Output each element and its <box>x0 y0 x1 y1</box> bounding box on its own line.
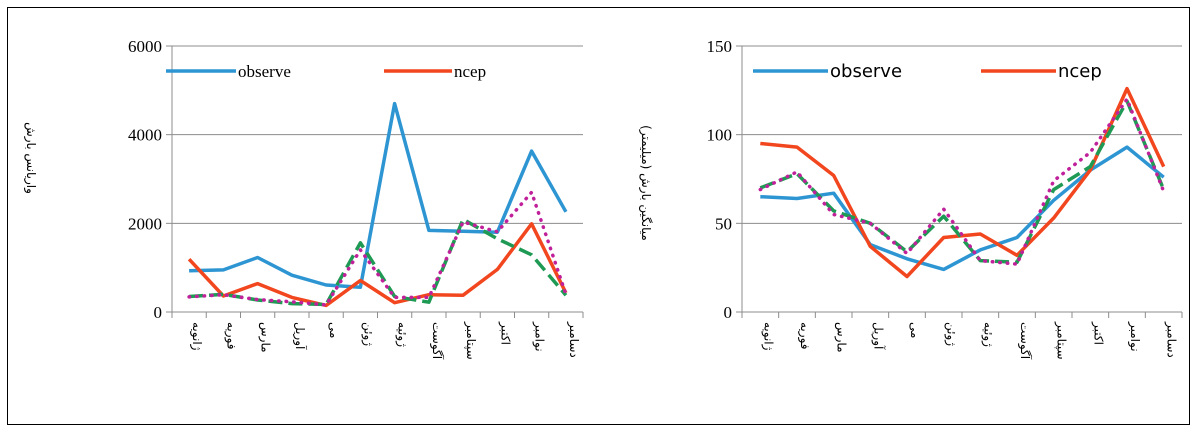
series-line-ncep <box>187 222 568 308</box>
x-category-label: آگوست <box>1017 322 1033 360</box>
legend-label: observe <box>830 61 902 82</box>
x-category-label: آوریل <box>292 322 308 350</box>
legend-label: ncep <box>1058 61 1102 82</box>
y-axis-label: میانگین بارش (میلیمتر) <box>638 125 653 241</box>
x-category-label: اکتبر <box>1090 321 1105 345</box>
y-axis-label: واریانس بارش <box>23 122 38 194</box>
series-line-series-4 <box>187 190 568 307</box>
figure-frame: 0 2000 4000 6000 ژانویه فوریه مارس آوریل می ژوئن ژ… <box>7 7 1190 425</box>
x-category-label: اکتبر <box>497 321 512 345</box>
x-category-label: آگوست <box>429 322 445 360</box>
y-tick-label: 100 <box>707 126 733 145</box>
x-category-label: دسامبر <box>1164 321 1179 358</box>
y-tick-label: 0 <box>724 303 733 322</box>
x-category-label: ژانویه <box>189 322 204 351</box>
series-line-series-3 <box>759 99 1166 265</box>
y-tick-label: 4000 <box>128 126 162 145</box>
x-category-label: ژوئن <box>944 322 959 346</box>
series-line-observe <box>760 145 1165 272</box>
y-tick-label: 150 <box>707 37 733 56</box>
x-category-label: مارس <box>258 322 273 353</box>
x-category-label: سپتامبر <box>1054 321 1069 360</box>
chart-precip-variance: 0 2000 4000 6000 ژانویه فوریه مارس آوریل می ژوئن ژ… <box>23 37 584 360</box>
x-category-label: سپتامبر <box>463 321 478 360</box>
x-category-label: ژوئن <box>360 322 375 346</box>
x-category-label: می <box>908 322 922 338</box>
y-tick-label: 6000 <box>128 37 162 56</box>
x-category-label: مارس <box>834 322 849 353</box>
x-category-label: نوامبر <box>532 321 547 352</box>
x-category-label: دسامبر <box>566 321 581 358</box>
x-category-label: فوریه <box>223 322 238 350</box>
x-category-label: ژوئیه <box>980 322 995 347</box>
series-line-ncep <box>760 86 1166 279</box>
x-category-label: آوریل <box>870 322 886 350</box>
x-category-label: می <box>327 322 341 338</box>
x-category-label: نوامبر <box>1127 321 1142 352</box>
legend-label: ncep <box>454 62 486 81</box>
series-line-series-3 <box>188 217 568 307</box>
y-tick-label: 0 <box>154 303 163 322</box>
legend-label: observe <box>238 62 291 81</box>
series-line-observe <box>189 101 568 289</box>
x-category-label: فوریه <box>797 322 812 350</box>
y-tick-label: 2000 <box>128 214 162 233</box>
chart-precip-mean: 0 50 100 150 ژانویه فوریه مارس آوریل می ژوئن ژوئیه… <box>638 37 1183 360</box>
x-category-label: ژانویه <box>760 322 775 351</box>
series-line-series-4 <box>758 97 1166 266</box>
x-category-label: ژوئیه <box>395 322 410 347</box>
y-tick-label: 50 <box>715 214 732 233</box>
